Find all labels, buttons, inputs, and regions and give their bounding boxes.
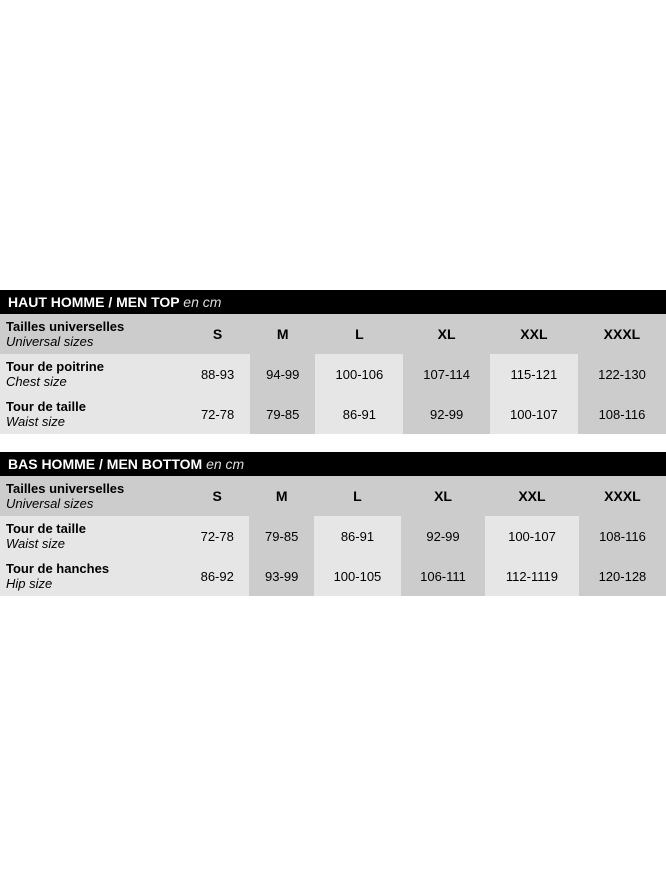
table-row: Tour de taille Waist size 72-78 79-85 86… (0, 394, 666, 434)
size-head: L (315, 314, 403, 354)
cell: 92-99 (403, 394, 490, 434)
table-row: Tour de taille Waist size 72-78 79-85 86… (0, 516, 666, 556)
row-label-fr: Tour de taille (6, 399, 181, 414)
cell: 112-1119 (485, 556, 579, 596)
size-head: S (185, 314, 250, 354)
size-head: XXL (485, 476, 579, 516)
size-head: XL (401, 476, 485, 516)
table-header-row: Tailles universelles Universal sizes S M… (0, 314, 666, 354)
size-head: XXL (490, 314, 578, 354)
cell: 115-121 (490, 354, 578, 394)
cell: 106-111 (401, 556, 485, 596)
header-label-cell: Tailles universelles Universal sizes (0, 314, 185, 354)
cell: 122-130 (578, 354, 666, 394)
header-label-cell: Tailles universelles Universal sizes (0, 476, 185, 516)
row-label-cell: Tour de hanches Hip size (0, 556, 185, 596)
size-chart-container: HAUT HOMME / MEN TOP en cm Tailles unive… (0, 290, 666, 596)
table-row: Tour de hanches Hip size 86-92 93-99 100… (0, 556, 666, 596)
row-label-fr: Tour de hanches (6, 561, 181, 576)
cell: 86-91 (314, 516, 401, 556)
row-label-en: Waist size (6, 536, 181, 551)
row-label-en: Waist size (6, 414, 181, 429)
cell: 72-78 (185, 394, 250, 434)
cell: 92-99 (401, 516, 485, 556)
row-label-fr: Tour de taille (6, 521, 181, 536)
size-head: XXXL (579, 476, 666, 516)
cell: 94-99 (250, 354, 315, 394)
cell: 120-128 (579, 556, 666, 596)
row-label-cell: Tour de poitrine Chest size (0, 354, 185, 394)
cell: 88-93 (185, 354, 250, 394)
size-head: L (314, 476, 401, 516)
size-head: S (185, 476, 249, 516)
size-head: M (249, 476, 313, 516)
table-header-row: Tailles universelles Universal sizes S M… (0, 476, 666, 516)
row-label-cell: Tour de taille Waist size (0, 394, 185, 434)
section-title-men-top: HAUT HOMME / MEN TOP en cm (0, 290, 666, 314)
cell: 108-116 (579, 516, 666, 556)
cell: 100-106 (315, 354, 403, 394)
section-title-text: HAUT HOMME / MEN TOP (8, 294, 179, 310)
header-label-en: Universal sizes (6, 334, 181, 349)
row-label-en: Hip size (6, 576, 181, 591)
cell: 107-114 (403, 354, 490, 394)
cell: 79-85 (250, 394, 315, 434)
section-title-men-bottom: BAS HOMME / MEN BOTTOM en cm (0, 452, 666, 476)
section-title-text: BAS HOMME / MEN BOTTOM (8, 456, 202, 472)
spacer (0, 434, 666, 452)
section-title-unit: en cm (206, 456, 244, 472)
cell: 79-85 (249, 516, 313, 556)
section-title-unit: en cm (183, 294, 221, 310)
cell: 93-99 (249, 556, 313, 596)
size-table-men-top: Tailles universelles Universal sizes S M… (0, 314, 666, 434)
table-row: Tour de poitrine Chest size 88-93 94-99 … (0, 354, 666, 394)
cell: 100-107 (490, 394, 578, 434)
cell: 86-91 (315, 394, 403, 434)
header-label-fr: Tailles universelles (6, 481, 181, 496)
header-label-en: Universal sizes (6, 496, 181, 511)
size-table-men-bottom: Tailles universelles Universal sizes S M… (0, 476, 666, 596)
cell: 108-116 (578, 394, 666, 434)
size-head: XL (403, 314, 490, 354)
size-head: M (250, 314, 315, 354)
row-label-cell: Tour de taille Waist size (0, 516, 185, 556)
size-head: XXXL (578, 314, 666, 354)
cell: 100-105 (314, 556, 401, 596)
row-label-fr: Tour de poitrine (6, 359, 181, 374)
row-label-en: Chest size (6, 374, 181, 389)
cell: 100-107 (485, 516, 579, 556)
cell: 86-92 (185, 556, 249, 596)
header-label-fr: Tailles universelles (6, 319, 181, 334)
cell: 72-78 (185, 516, 249, 556)
